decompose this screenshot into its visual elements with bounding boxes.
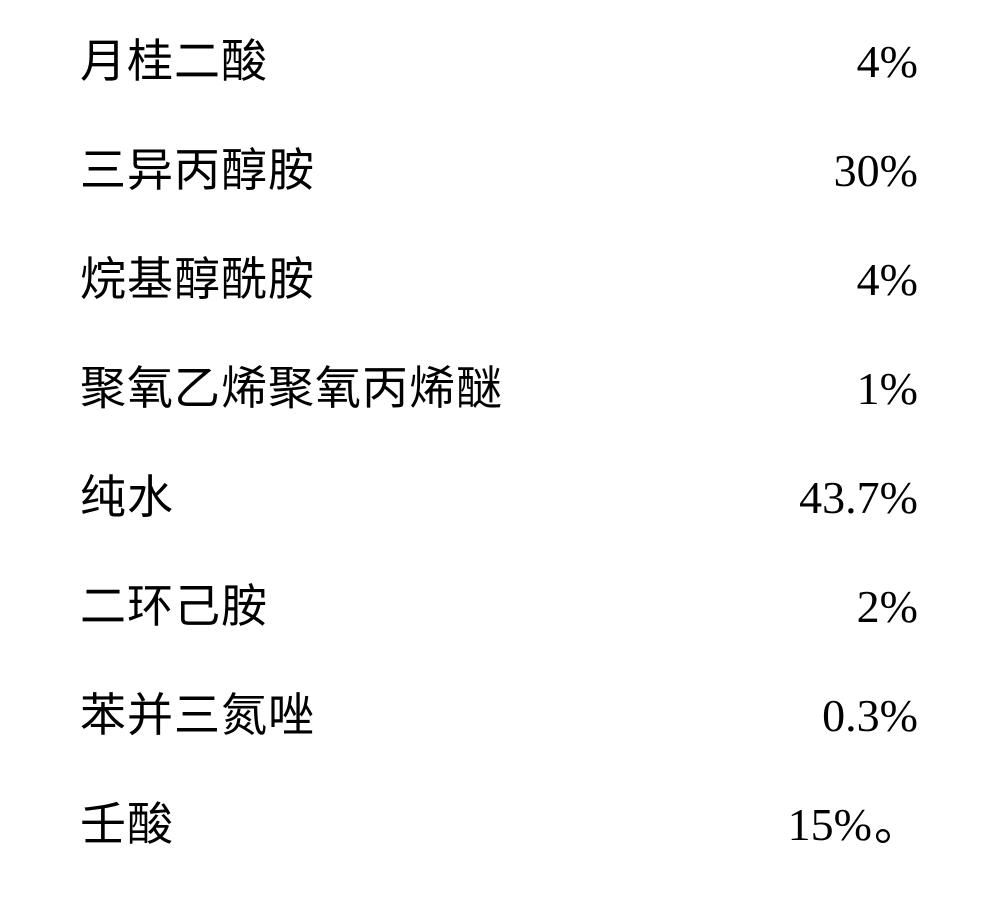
ingredient-value: 0.3%	[822, 690, 918, 741]
table-row: 月桂二酸 4%	[80, 25, 920, 134]
table-row: 壬酸 15%。	[80, 788, 920, 897]
table-row: 二环己胺 2%	[80, 570, 920, 679]
value-cell: 43.7%	[799, 471, 920, 524]
table-row: 苯并三氮唑 0.3%	[80, 679, 920, 788]
value-suffix: 。	[874, 799, 920, 850]
ingredient-label: 三异丙醇胺	[80, 134, 315, 200]
ingredient-label: 壬酸	[80, 788, 174, 854]
ingredient-value: 1%	[857, 363, 918, 414]
ingredient-label: 月桂二酸	[80, 25, 268, 91]
ingredient-value: 2%	[857, 581, 918, 632]
ingredient-value: 30%	[834, 145, 918, 196]
ingredient-label: 二环己胺	[80, 570, 268, 636]
table-row: 三异丙醇胺 30%	[80, 134, 920, 243]
value-cell: 0.3%	[822, 689, 920, 742]
table-row: 聚氧乙烯聚氧丙烯醚 1%	[80, 352, 920, 461]
ingredient-label: 纯水	[80, 461, 174, 527]
value-cell: 1%	[857, 362, 920, 415]
value-cell: 4%	[857, 253, 920, 306]
ingredient-value: 4%	[857, 254, 918, 305]
ingredient-label: 苯并三氮唑	[80, 679, 315, 745]
value-cell: 4%	[857, 35, 920, 88]
ingredient-value: 4%	[857, 36, 918, 87]
ingredient-label: 烷基醇酰胺	[80, 243, 315, 309]
ingredient-value: 15%	[788, 799, 872, 850]
value-cell: 15%。	[788, 788, 920, 854]
table-row: 纯水 43.7%	[80, 461, 920, 570]
ingredient-label: 聚氧乙烯聚氧丙烯醚	[80, 352, 503, 418]
ingredient-value: 43.7%	[799, 472, 918, 523]
composition-table: 月桂二酸 4% 三异丙醇胺 30% 烷基醇酰胺 4% 聚氧乙烯聚氧丙烯醚 1% …	[80, 25, 920, 897]
table-row: 烷基醇酰胺 4%	[80, 243, 920, 352]
value-cell: 30%	[834, 144, 920, 197]
value-cell: 2%	[857, 580, 920, 633]
